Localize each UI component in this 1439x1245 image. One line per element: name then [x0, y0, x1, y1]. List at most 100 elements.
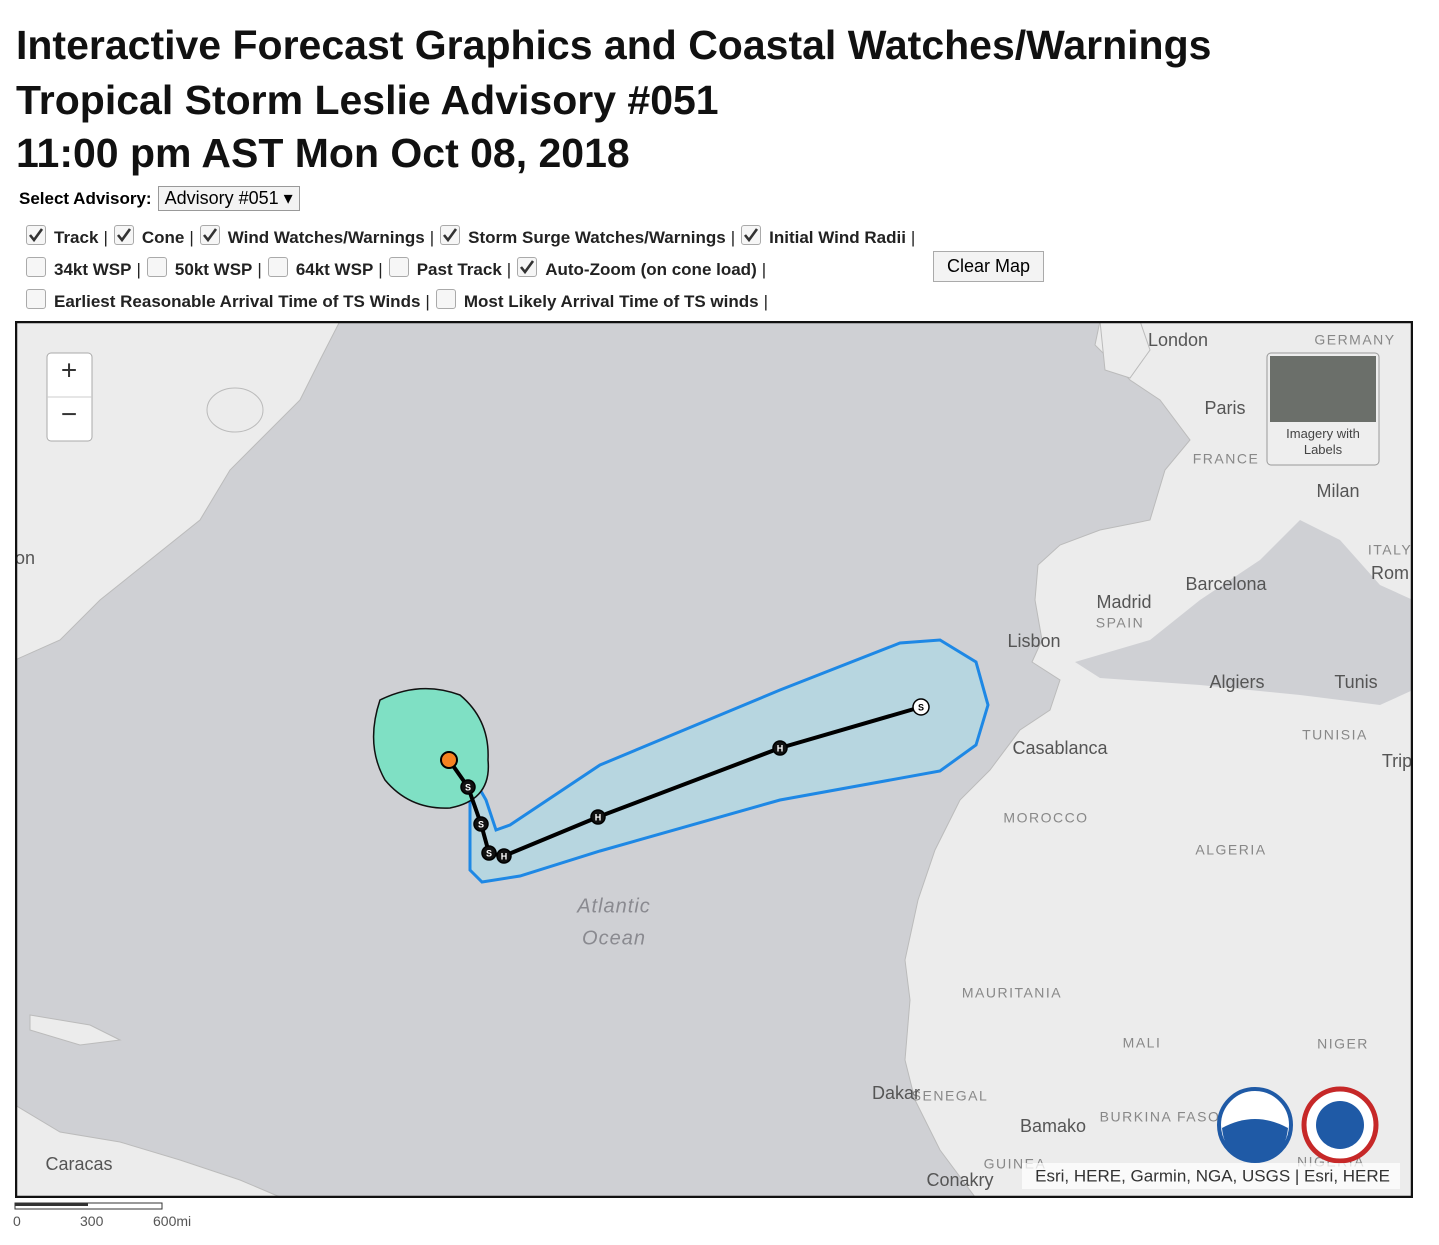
basemap-label: Imagery with Labels	[1286, 426, 1360, 457]
checkbox[interactable]	[113, 225, 134, 245]
map-label: Dakar	[872, 1083, 920, 1103]
checkbox[interactable]	[435, 289, 456, 309]
advisory-dropdown[interactable]: Advisory #051 ▾	[157, 186, 300, 211]
map-label: Paris	[1204, 398, 1245, 418]
checkbox[interactable]	[517, 257, 538, 277]
checkbox[interactable]	[388, 257, 409, 277]
scale-bar: 0 300 600mi	[13, 1202, 191, 1229]
zoom-in[interactable]: +	[61, 354, 77, 385]
map-label: SPAIN	[1096, 615, 1144, 631]
checkbox[interactable]	[26, 257, 46, 277]
checkmark	[202, 228, 217, 243]
zoom-out[interactable]: −	[61, 398, 77, 429]
separator: |	[910, 228, 916, 247]
track-point: S	[473, 816, 489, 832]
map-label: on	[15, 548, 35, 568]
map-label: Conakry	[926, 1170, 993, 1190]
attribution-bg	[1022, 1163, 1400, 1189]
noaa-logo	[1222, 1119, 1288, 1161]
checkbox-row: 34kt WSP | 50kt WSP | 64kt WSP | Past Track | Au…	[26, 257, 772, 280]
separator: |	[761, 260, 767, 279]
land	[29, 1014, 122, 1046]
map-label: GERMANY	[1314, 332, 1395, 348]
checkmark-path	[443, 228, 458, 243]
basemap-label-line: Labels	[1304, 442, 1343, 457]
checkmark-path	[116, 228, 131, 243]
track-point: H	[772, 740, 788, 756]
track-point-marker	[590, 809, 606, 825]
scale-bar-fill	[15, 1203, 88, 1206]
checkbox[interactable]	[741, 225, 762, 245]
track-point-label: S	[486, 848, 492, 858]
map-label: Caracas	[45, 1154, 112, 1174]
map-label: ITALY	[1368, 542, 1412, 558]
scale-label: 0	[13, 1213, 21, 1229]
track-point-marker	[481, 845, 497, 861]
map: London GERMANY Paris FRANCE Milan ITALY Rom Bar…	[15, 321, 1413, 1198]
map-label: Madrid	[1096, 592, 1151, 612]
map-label: TUNISIA	[1302, 727, 1368, 743]
track-point-marker	[460, 779, 476, 795]
separator: |	[763, 292, 768, 311]
track-point: S	[481, 845, 497, 861]
map-label: SENEGAL	[912, 1088, 989, 1104]
current-position	[440, 751, 458, 769]
track-point-marker	[496, 848, 512, 864]
map-label: Bamako	[1020, 1116, 1086, 1136]
checkbox-label: Earliest Reasonable Arrival Time of TS W…	[54, 292, 421, 311]
map-label: NIGER	[1317, 1036, 1369, 1052]
map-label: BURKINA FASO	[1100, 1109, 1221, 1125]
checkmark-path	[520, 260, 535, 275]
checkbox-label: Past Track	[416, 260, 502, 279]
map-label: MOROCCO	[1003, 810, 1088, 826]
separator: |	[425, 292, 430, 311]
mediterranean	[1075, 520, 1413, 705]
map-label: Tunis	[1334, 672, 1377, 692]
separator: |	[136, 260, 141, 279]
checkbox-row: Earliest Reasonable Arrival Time of TS W…	[26, 289, 774, 312]
track-point: H	[590, 809, 606, 825]
basemap-thumbnail	[1270, 356, 1376, 422]
track-point-label: S	[918, 702, 924, 712]
checkbox[interactable]	[440, 225, 461, 245]
separator: |	[730, 228, 736, 247]
map-label: FRANCE	[1193, 451, 1260, 467]
checkmark	[28, 228, 44, 243]
land	[206, 387, 264, 433]
checkbox[interactable]	[26, 289, 46, 309]
checkbox-label: Auto-Zoom (on cone load)	[545, 260, 757, 279]
checkbox-label: 50kt WSP	[174, 260, 253, 279]
map-label: ALGERIA	[1195, 842, 1266, 858]
checkmark	[116, 228, 131, 243]
track-point-label: H	[501, 851, 508, 861]
checkbox[interactable]	[267, 257, 288, 277]
checkbox[interactable]	[199, 225, 220, 245]
checkbox[interactable]	[146, 257, 167, 277]
map-label: Milan	[1316, 481, 1359, 501]
track-point-marker	[912, 698, 930, 716]
checkbox-label: Track	[54, 228, 99, 247]
separator: |	[189, 228, 194, 247]
separator: |	[378, 260, 383, 279]
map-frame	[15, 321, 1413, 1198]
track-point-label: S	[465, 782, 471, 792]
track-point: S	[460, 779, 476, 795]
title-line: Interactive Forecast Graphics and Coasta…	[16, 22, 1212, 68]
checkbox-row: Track | Cone | Wind Watches/Warnings | Storm S…	[26, 225, 921, 248]
map-label: London	[1148, 330, 1208, 350]
title-line: 11:00 pm AST Mon Oct 08, 2018	[16, 130, 630, 176]
land	[1099, 321, 1151, 379]
track-point-marker	[473, 816, 489, 832]
map-label: Algiers	[1209, 672, 1264, 692]
checkbox-label: 34kt WSP	[54, 260, 132, 279]
checkbox[interactable]	[26, 225, 46, 245]
track-point: S	[912, 698, 930, 716]
checkbox-label: 64kt WSP	[295, 260, 374, 279]
checkmark-path	[744, 228, 759, 243]
scale-label: 300	[80, 1213, 104, 1229]
map-label: MALI	[1123, 1035, 1162, 1051]
clear-map-button[interactable]: Clear Map	[933, 251, 1044, 282]
scale-label: 600mi	[153, 1213, 191, 1229]
advisory-value: Advisory #051	[164, 188, 279, 208]
